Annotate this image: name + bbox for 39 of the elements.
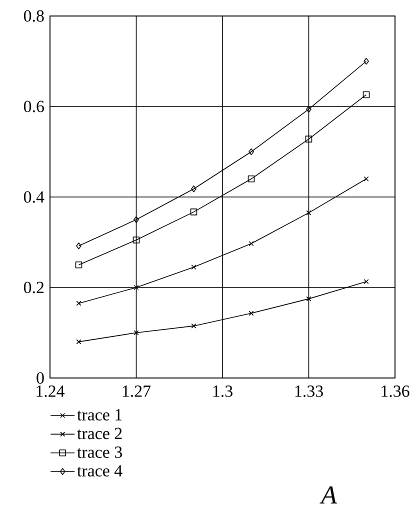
y-tick-label: 0.2	[24, 282, 44, 294]
text: A	[320, 486, 337, 504]
y-tick-label: 0.8	[24, 10, 44, 22]
point	[364, 279, 369, 284]
point	[191, 323, 196, 328]
point	[132, 236, 140, 244]
x-tick-label: 1.24	[36, 386, 65, 397]
x-tick-label: 1.33	[295, 386, 323, 397]
legend-label: trace 4	[77, 465, 122, 477]
point	[305, 136, 312, 142]
legend-label: trace 2	[77, 428, 122, 440]
point	[134, 284, 139, 290]
legend-label: trace 3	[77, 446, 122, 458]
point	[191, 185, 196, 192]
y-tick-label: 0.4	[24, 191, 44, 203]
point	[134, 330, 139, 336]
point	[306, 296, 312, 302]
point	[362, 91, 370, 98]
point	[248, 241, 254, 246]
x-tick-label: 1.27	[122, 386, 151, 397]
point	[306, 106, 312, 113]
point	[248, 310, 254, 316]
x-tick-label: 1.3	[213, 386, 232, 397]
point	[306, 210, 312, 216]
point	[75, 261, 82, 268]
x-tick-label: 1.36	[382, 386, 410, 397]
point	[364, 58, 369, 65]
point	[134, 216, 139, 224]
point	[76, 339, 82, 344]
point	[191, 264, 196, 270]
point	[248, 148, 254, 156]
y-tick-label: 0.6	[24, 100, 44, 112]
point	[190, 208, 198, 216]
y-tick-label: 0	[36, 372, 44, 384]
point	[364, 176, 369, 182]
legend-label: trace 1	[77, 409, 122, 421]
point	[248, 175, 255, 182]
point	[76, 300, 82, 306]
point	[76, 242, 82, 250]
